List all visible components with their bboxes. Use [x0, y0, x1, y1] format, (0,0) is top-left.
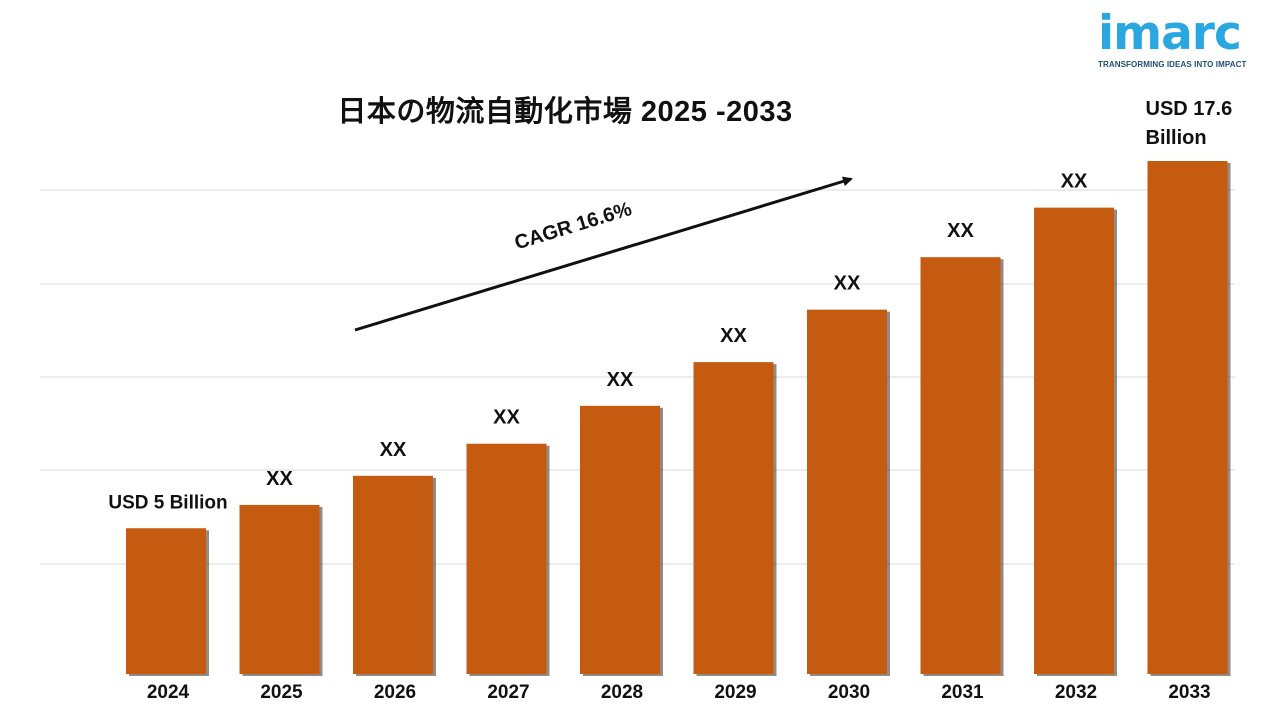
x-tick-2024: 2024 — [147, 682, 190, 703]
x-tick-2033: 2033 — [1168, 682, 1210, 703]
data-labels: USD 5 Billion XX XX XX XX XX XX XX XX USD 17.6 Bil… — [108, 98, 1232, 513]
x-tick-labels: 2024 2025 2026 2027 2028 2029 2030 2031 2032 2033 — [147, 682, 1211, 703]
bar-2029 — [693, 362, 774, 674]
bar-2024 — [126, 528, 206, 674]
data-label-2025: XX — [266, 468, 293, 490]
data-label-2028: XX — [607, 369, 634, 391]
data-label-2031: XX — [947, 220, 974, 242]
data-label-2030: XX — [834, 273, 861, 295]
bar-2025 — [239, 504, 320, 674]
x-tick-2027: 2027 — [487, 682, 529, 703]
x-tick-2029: 2029 — [714, 682, 756, 703]
data-label-2024: USD 5 Billion — [108, 492, 227, 513]
bars — [126, 161, 1231, 677]
x-tick-2031: 2031 — [941, 682, 984, 703]
x-tick-2030: 2030 — [828, 682, 870, 703]
bar-2026 — [353, 475, 433, 674]
data-label-2029: XX — [720, 325, 747, 347]
x-tick-2032: 2032 — [1055, 682, 1097, 703]
bar-2027 — [466, 443, 547, 674]
cagr-arrow-line — [354, 176, 853, 332]
data-label-2032: XX — [1061, 171, 1088, 193]
x-tick-2026: 2026 — [374, 682, 416, 703]
data-label-2033: USD 17.6 Billion — [1146, 98, 1233, 149]
bar-2031 — [920, 257, 1001, 674]
cagr-trend-arrow: CAGR 16.6% — [354, 176, 853, 332]
bar-2028 — [580, 405, 660, 674]
imarc-logo: imarc TRANSFORMING IDEAS INTO IMPACT — [1098, 6, 1260, 70]
x-tick-2025: 2025 — [260, 682, 303, 703]
bar-2033 — [1147, 161, 1228, 674]
cagr-label: CAGR 16.6% — [512, 198, 635, 254]
data-label-2027: XX — [493, 407, 520, 429]
x-tick-2028: 2028 — [601, 682, 643, 703]
data-label-2026: XX — [380, 439, 407, 461]
bar-2030 — [807, 309, 887, 674]
chart-title: 日本の物流自動化市場 2025 -2033 — [337, 96, 793, 128]
bar-2032 — [1034, 207, 1114, 675]
logo-wordmark: imarc — [1098, 6, 1242, 61]
logo-tagline: TRANSFORMING IDEAS INTO IMPACT — [1098, 60, 1247, 69]
